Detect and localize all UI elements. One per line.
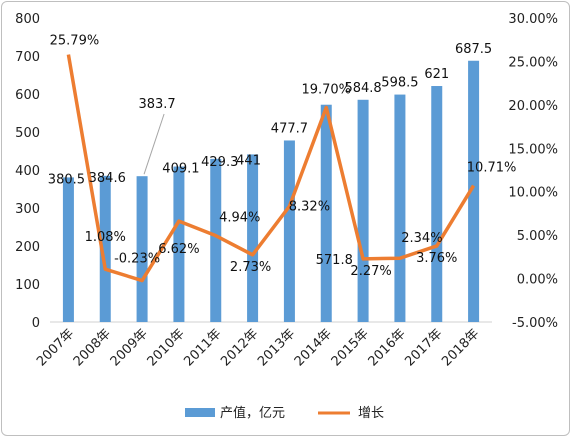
bar — [468, 60, 480, 322]
line-series — [66, 54, 476, 283]
bar-value-label: 429.3 — [201, 155, 238, 170]
bar-value-label: 584.8 — [344, 81, 381, 96]
bar — [210, 158, 222, 322]
x-axis: 2007年2008年2009年2010年2011年2012年2013年2014年… — [34, 326, 482, 369]
y-right-tick-label: -5.00% — [512, 316, 558, 331]
y-right-tick-label: 25.00% — [508, 55, 558, 70]
x-tick-label: 2016年 — [366, 326, 409, 369]
growth-value-label: 10.71% — [467, 161, 517, 176]
y-left-tick-label: 800 — [15, 12, 40, 27]
growth-value-label: 3.76% — [416, 251, 457, 266]
x-tick-label: 2010年 — [145, 326, 188, 369]
y-right-tick-label: 10.00% — [508, 186, 558, 201]
y-left-tick-label: 400 — [15, 164, 40, 179]
legend-swatch-bar — [185, 408, 215, 417]
growth-value-label: 2.73% — [230, 260, 271, 275]
y-left-tick-label: 600 — [15, 88, 40, 103]
growth-value-label: 4.94% — [219, 211, 260, 226]
y-left-tick-label: 500 — [15, 126, 40, 141]
legend: 产值，亿元 增长 — [185, 405, 384, 421]
growth-line — [66, 54, 476, 283]
x-tick-label: 2014年 — [292, 326, 335, 369]
x-tick-label: 2013年 — [255, 326, 298, 369]
bar — [99, 175, 111, 322]
growth-value-label: 25.79% — [50, 34, 100, 49]
bar-value-label: 687.5 — [455, 42, 492, 57]
y-left-axis: 0 100 200 300 400 500 600 700 800 — [15, 12, 40, 331]
y-right-tick-label: 20.00% — [508, 99, 558, 114]
y-right-tick-label: 0.00% — [517, 273, 558, 288]
bar — [62, 177, 74, 322]
growth-value-label: 19.70% — [301, 82, 351, 97]
x-tick-label: 2009年 — [108, 326, 151, 369]
bar-value-label: 383.7 — [138, 97, 175, 112]
growth-value-label: 2.27% — [350, 264, 391, 279]
x-tick-label: 2012年 — [218, 326, 261, 369]
bar-value-label: 598.5 — [381, 76, 418, 91]
legend-label-line: 增长 — [358, 406, 384, 421]
y-right-tick-label: 5.00% — [517, 229, 558, 244]
bar — [394, 94, 406, 322]
x-tick-label: 2018年 — [439, 326, 482, 369]
bar-value-label: 380.5 — [48, 172, 85, 187]
x-tick-label: 2007年 — [34, 326, 77, 369]
bar — [431, 86, 443, 323]
bar-value-label: 571.8 — [316, 253, 353, 268]
bar — [357, 99, 369, 322]
label-leader-line — [143, 113, 165, 175]
x-tick-label: 2008年 — [71, 326, 114, 369]
growth-value-label: 1.08% — [85, 230, 126, 245]
y-left-tick-label: 0 — [32, 316, 40, 331]
bar-value-label: 477.7 — [271, 121, 308, 136]
bar — [136, 176, 148, 322]
growth-value-label: 2.34% — [401, 231, 442, 246]
bar — [320, 104, 332, 322]
bar — [247, 154, 259, 322]
legend-label-bar: 产值，亿元 — [220, 405, 285, 421]
y-left-tick-label: 300 — [15, 202, 40, 217]
line-data-labels: 25.79% 1.08% -0.23%6.62% 4.94% 2.73% 8.32% 19.… — [50, 34, 517, 279]
bar — [173, 166, 185, 322]
bar-value-label: 409.1 — [162, 162, 199, 177]
y-right-axis: -5.00% 0.00% 5.00% 10.00% 15.00% 20.00% 25.00%… — [508, 12, 558, 331]
y-left-tick-label: 700 — [15, 50, 40, 65]
x-tick-label: 2017年 — [402, 326, 445, 369]
growth-value-label: 8.32% — [289, 199, 330, 214]
x-tick-label: 2011年 — [181, 326, 224, 369]
growth-value-label: 6.62% — [158, 242, 199, 257]
y-left-tick-label: 200 — [15, 240, 40, 255]
bar-value-label: 441 — [236, 153, 261, 168]
y-right-tick-label: 30.00% — [508, 12, 558, 27]
bar-value-label: 621 — [424, 67, 449, 82]
x-tick-label: 2015年 — [329, 326, 372, 369]
y-left-tick-label: 100 — [15, 278, 40, 293]
bar-value-label: 384.6 — [89, 171, 126, 186]
bar-series — [62, 60, 480, 323]
y-right-tick-label: 15.00% — [508, 142, 558, 157]
bar — [283, 140, 295, 322]
growth-value-label: -0.23% — [114, 252, 160, 267]
